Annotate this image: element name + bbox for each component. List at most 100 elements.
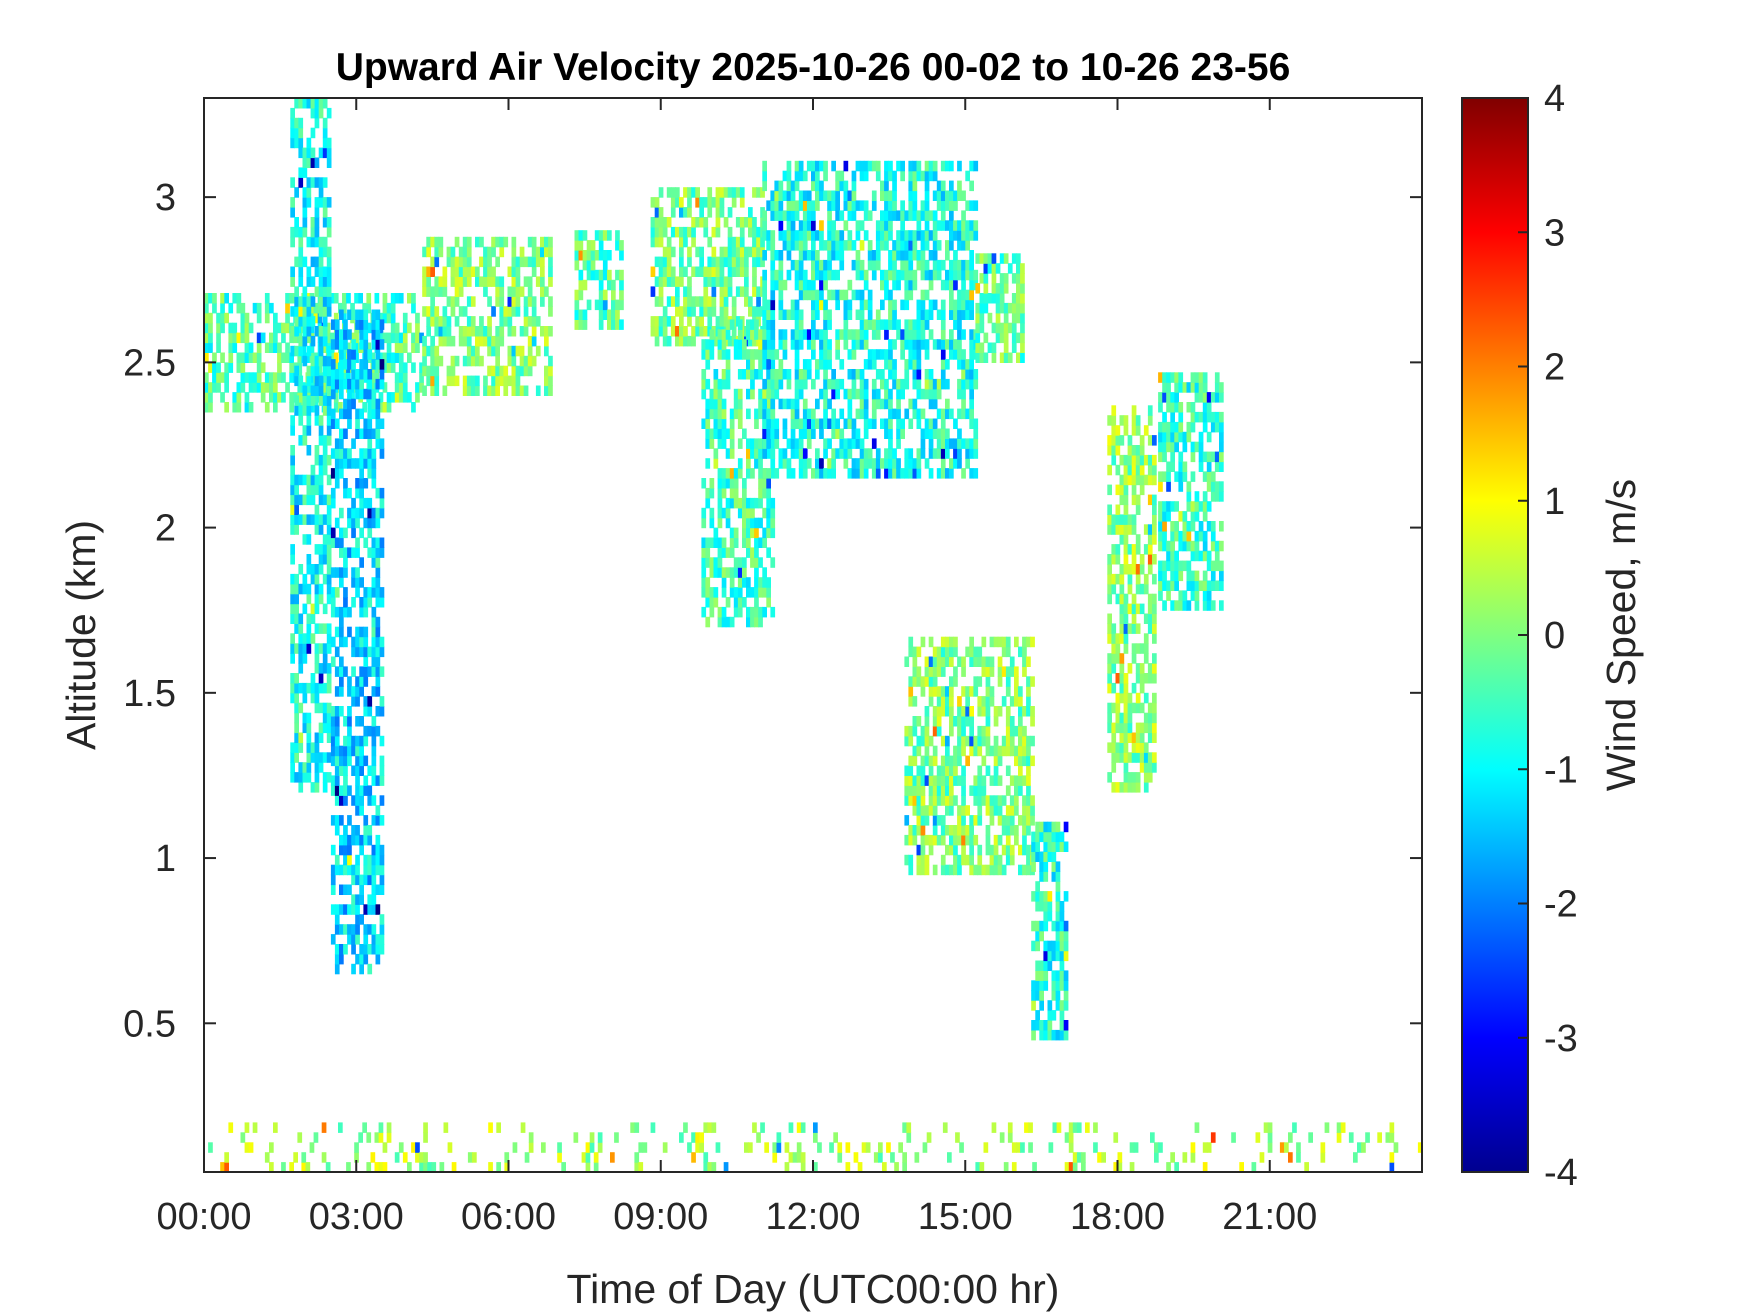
echo-cell <box>1039 1029 1044 1041</box>
echo-cell <box>491 335 496 347</box>
echo-cell <box>843 418 849 429</box>
echo-cell <box>333 293 339 304</box>
echo-cell <box>871 200 877 211</box>
echo-cell <box>1174 501 1179 512</box>
echo-cell <box>289 392 294 403</box>
echo-cell <box>318 197 324 208</box>
echo-cell <box>290 633 295 644</box>
echo-cell <box>717 557 723 568</box>
echo-cell <box>1147 474 1153 486</box>
echo-cell <box>695 1132 700 1143</box>
echo-cell <box>924 230 930 241</box>
echo-cell <box>298 266 304 277</box>
echo-cell <box>1039 970 1044 981</box>
echo-cell <box>1393 1142 1399 1153</box>
echo-cell <box>782 240 788 251</box>
echo-cell <box>318 554 324 565</box>
echo-cell <box>744 296 749 307</box>
echo-cell <box>790 329 796 340</box>
echo-cell <box>1135 425 1141 436</box>
echo-cell <box>1182 540 1188 552</box>
echo-cell <box>823 349 828 360</box>
echo-cell <box>936 696 942 707</box>
echo-cell <box>322 355 328 367</box>
echo-cell <box>343 597 348 608</box>
echo-cell <box>334 686 340 697</box>
echo-cell <box>442 335 448 347</box>
echo-cell <box>811 309 816 320</box>
echo-cell <box>574 299 580 311</box>
echo-cell <box>683 306 688 317</box>
echo-cell <box>871 388 877 400</box>
echo-cell <box>1081 1162 1086 1172</box>
echo-cell <box>969 279 974 291</box>
echo-cell <box>936 428 942 439</box>
echo-cell <box>1063 841 1069 852</box>
echo-cell <box>548 375 553 387</box>
echo-cell <box>995 283 1001 294</box>
echo-cell <box>294 742 299 753</box>
echo-cell <box>483 246 488 258</box>
echo-cell <box>1107 673 1112 684</box>
echo-cell <box>1135 564 1141 575</box>
echo-cell <box>541 1142 546 1153</box>
echo-cell <box>1139 583 1145 595</box>
echo-cell <box>422 286 427 297</box>
echo-cell <box>928 656 934 667</box>
echo-cell <box>932 785 938 796</box>
echo-cell <box>863 398 869 410</box>
echo-cell <box>806 418 812 429</box>
echo-cell <box>1051 821 1057 833</box>
echo-cell <box>1001 795 1007 806</box>
echo-cell <box>1251 1162 1257 1172</box>
echo-cell <box>338 1122 343 1133</box>
echo-cell <box>1279 1142 1285 1153</box>
echo-cell <box>715 207 721 218</box>
echo-cell <box>310 464 316 476</box>
echo-cell <box>438 326 444 337</box>
echo-cell <box>794 180 800 192</box>
echo-cell <box>888 299 893 311</box>
echo-cell <box>351 924 356 935</box>
echo-cell <box>936 339 942 350</box>
echo-cell <box>823 299 828 311</box>
echo-cell <box>979 352 985 363</box>
echo-cell <box>920 755 926 767</box>
echo-cell <box>1214 540 1220 552</box>
echo-cell <box>379 497 385 509</box>
echo-cell <box>367 448 373 459</box>
echo-cell <box>904 259 910 271</box>
echo-cell <box>1123 623 1129 634</box>
echo-cell <box>904 210 910 221</box>
echo-cell <box>1162 580 1167 591</box>
echo-cell <box>1296 1142 1301 1153</box>
echo-cell <box>806 369 812 380</box>
echo-cell <box>339 428 344 439</box>
echo-cell <box>766 339 771 350</box>
echo-cell <box>430 355 435 367</box>
echo-cell <box>1018 735 1023 747</box>
echo-cell <box>892 468 897 479</box>
echo-cell <box>1005 805 1011 816</box>
echo-cell <box>1043 861 1049 872</box>
echo-cell <box>382 1162 388 1172</box>
echo-cell <box>855 468 861 479</box>
echo-cell <box>965 230 970 241</box>
echo-cell <box>916 646 922 658</box>
echo-cell <box>1003 273 1009 284</box>
echo-cell <box>880 319 885 330</box>
echo-cell <box>479 236 484 248</box>
echo-cell <box>705 349 711 360</box>
echo-cell <box>527 286 533 297</box>
echo-cell <box>945 448 950 459</box>
echo-cell <box>961 359 966 370</box>
echo-cell <box>434 256 440 268</box>
echo-cell <box>766 478 771 489</box>
echo-cell <box>269 302 274 314</box>
echo-cell <box>756 187 761 198</box>
echo-cell <box>955 1132 960 1143</box>
echo-cell <box>940 160 946 172</box>
echo-cell <box>310 395 316 406</box>
echo-cell <box>811 468 816 479</box>
echo-cell <box>1166 382 1171 393</box>
